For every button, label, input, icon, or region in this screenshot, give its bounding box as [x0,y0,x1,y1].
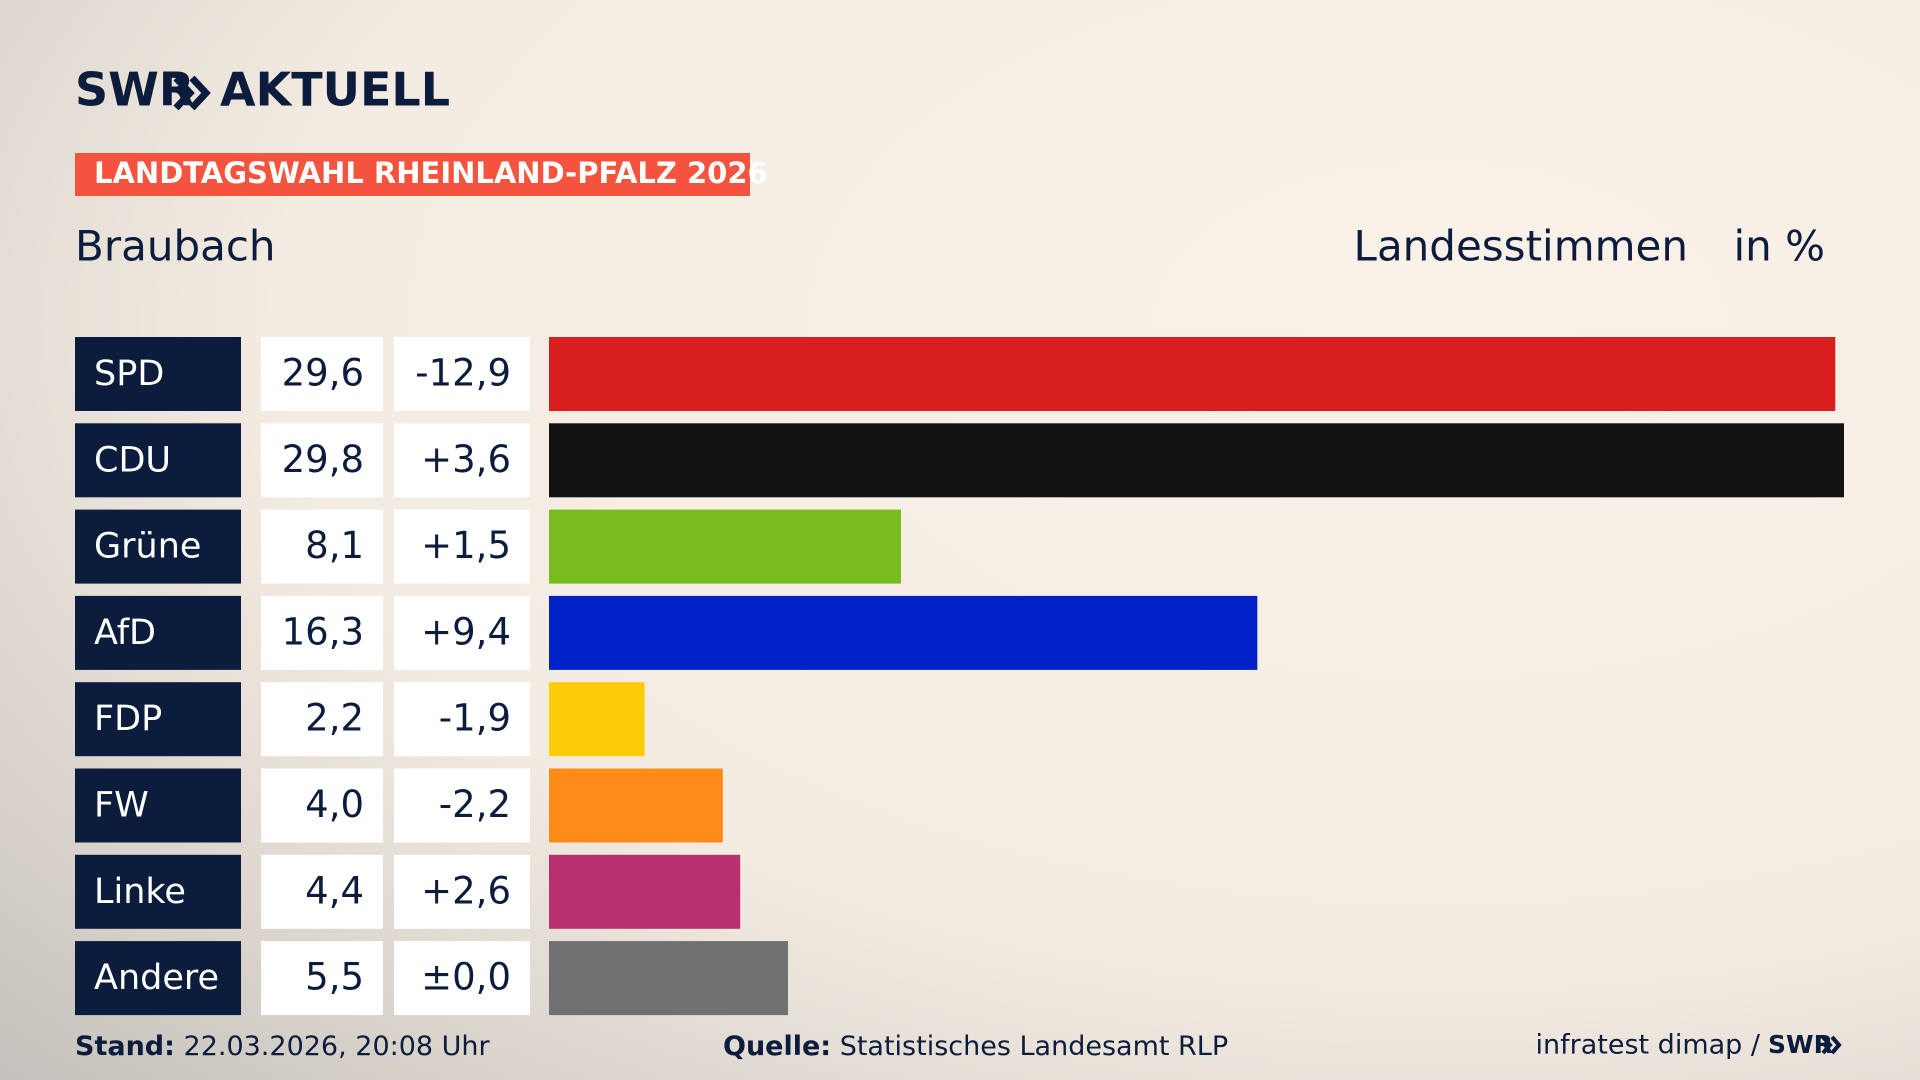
bar [549,595,1258,670]
change-label: ±0,0 [421,956,511,999]
value-label: 8,1 [305,524,364,567]
change-label: +2,6 [421,869,511,912]
party-label: Linke [94,872,186,912]
credit-arrows [1821,1035,1842,1055]
party-label: FDP [94,699,162,739]
change-box [394,423,530,498]
party-label: Andere [94,958,219,998]
footer-source: Quelle: Statistisches Landesamt RLP [723,1031,1228,1062]
change-box [394,682,530,757]
value-label: 5,5 [305,956,364,999]
bar [549,768,723,843]
value-label: 4,4 [305,869,364,912]
change-box [394,509,530,584]
credit: infratest dimap / [1535,1030,1760,1061]
source-value: Statistisches Landesamt RLP [840,1031,1228,1062]
bar [549,682,645,757]
value-label: 4,0 [305,783,364,826]
party-box [75,682,241,757]
value-box [261,854,383,929]
value-box [261,941,383,1016]
value-title: Landesstimmen [1354,222,1688,271]
change-box [394,854,530,929]
value-label: 2,2 [305,697,364,740]
party-box [75,337,241,411]
bar [549,423,1844,498]
value-box [261,337,383,411]
change-label: -1,9 [439,697,511,740]
value-box [261,509,383,584]
change-box [394,337,530,411]
value-box [261,423,383,498]
stand-value: 22.03.2026, 20:08 Uhr [184,1031,491,1062]
footer-stand: Stand: 22.03.2026, 20:08 Uhr [75,1031,491,1062]
party-box [75,854,241,929]
rows: SPD 29,6 -12,9 CDU 29,8 +3,6 Grüne 8,1 +1,5 AfD 16… [75,337,1844,1016]
party-box [75,595,241,670]
badge-bg [75,153,750,196]
badge: LANDTAGSWAHL RHEINLAND-PFALZ 2026 [94,156,768,190]
change-label: -12,9 [415,352,511,395]
value-box [261,595,383,670]
value-label: 29,6 [282,352,364,395]
unit-title: in % [1733,222,1825,271]
party-box [75,423,241,498]
bar [549,854,741,929]
bar [549,337,1836,411]
party-box [75,768,241,843]
value-label: 16,3 [282,610,364,653]
change-box [394,941,530,1016]
party-box [75,941,241,1016]
credit-logo: SWR [1768,1030,1833,1059]
party-label: SPD [94,354,164,394]
bar [549,941,789,1016]
change-label: +1,5 [421,524,511,567]
source-label: Quelle: [723,1031,831,1062]
party-label: AfD [94,613,156,653]
brand: AKTUELL [220,63,450,117]
logo: SWR [75,63,194,117]
party-label: FW [94,786,149,826]
subtitle: Braubach [75,222,276,271]
value-box [261,682,383,757]
change-label: -2,2 [439,783,511,826]
stand-label: Stand: [75,1031,175,1062]
value-label: 29,8 [282,438,364,481]
change-label: +9,4 [421,610,511,653]
value-box [261,768,383,843]
change-box [394,768,530,843]
change-label: +3,6 [421,438,511,481]
change-box [394,595,530,670]
party-label: CDU [94,440,171,480]
bar [549,509,901,584]
party-box [75,509,241,584]
logo-arrows [173,75,211,111]
party-label: Grüne [94,527,201,567]
